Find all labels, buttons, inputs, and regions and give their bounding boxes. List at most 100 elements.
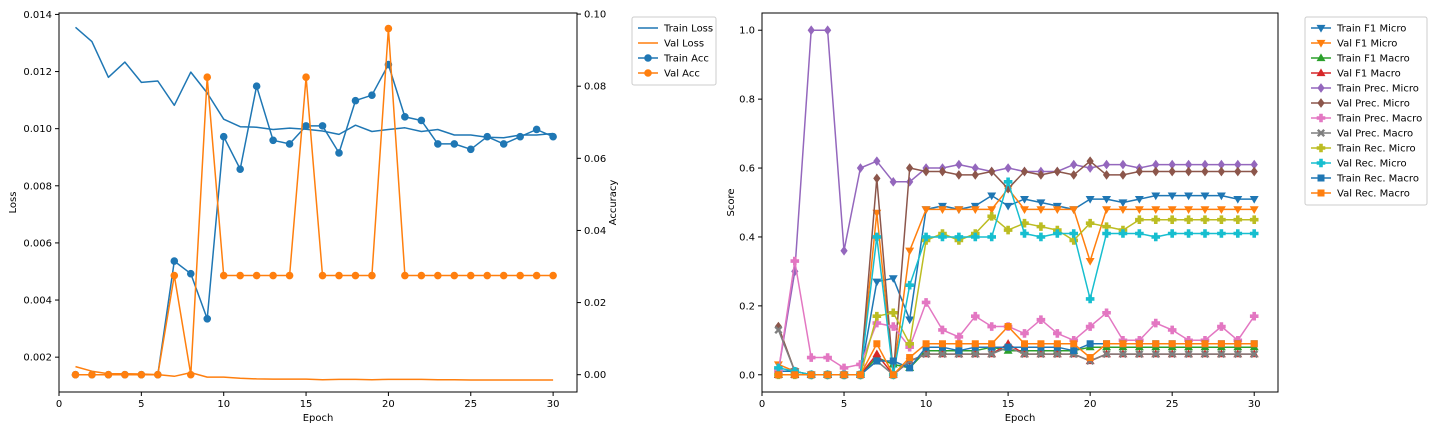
point-val-prec-macro — [1168, 350, 1177, 359]
point-train-prec-macro — [970, 311, 980, 321]
point-val-acc — [318, 271, 327, 280]
point-val-prec-macro — [1233, 350, 1242, 359]
legend-item-train-f1-macro: Train F1 Macro — [1311, 53, 1410, 65]
point-val-acc — [401, 271, 409, 280]
point-val-rec-macro — [1201, 340, 1209, 348]
loss-accuracy-chart: 0 5 10 15 20 25 30 0.002 0.004 0.006 0.008 0.010 0.… — [8, 10, 717, 424]
point-val-rec-macro — [774, 371, 782, 379]
legend-label: Train Rec. Micro — [1336, 144, 1416, 155]
x-tick-label: 25 — [464, 399, 477, 410]
point-val-rec-micro — [938, 232, 947, 242]
point-val-f1-micro — [1233, 206, 1243, 214]
point-train-acc — [351, 96, 360, 105]
point-val-prec-macro — [1036, 350, 1045, 359]
point-val-rec-micro — [1249, 229, 1259, 238]
point-val-rec-micro — [1036, 232, 1046, 242]
y-tick-label: 0.012 — [23, 67, 52, 78]
point-val-f1-micro — [1102, 206, 1112, 214]
point-val-acc — [170, 271, 179, 280]
point-val-f1-micro — [1151, 206, 1161, 214]
line-val-f1-macro — [778, 343, 1255, 376]
y2-tick-label: 0.06 — [584, 154, 606, 165]
point-val-rec-macro — [824, 371, 832, 379]
legend-marker — [1316, 68, 1326, 77]
legend-marker — [644, 69, 652, 77]
point-train-acc — [335, 149, 343, 157]
point-val-rec-micro — [1135, 229, 1144, 238]
series-val-rec-macro — [774, 323, 1258, 379]
point-val-prec-micro — [988, 166, 996, 177]
point-val-rec-macro — [1217, 340, 1225, 348]
line-val-rec-micro — [778, 181, 1255, 376]
point-val-prec-micro — [1168, 166, 1176, 177]
y2-tick-label: 0.02 — [584, 298, 606, 309]
legend-label: Val Loss — [664, 39, 704, 50]
legend-marker — [1317, 98, 1325, 108]
y2-axis-label: Accuracy — [608, 180, 619, 226]
point-val-rec-macro — [1119, 340, 1127, 348]
point-val-acc — [351, 271, 360, 280]
x-tick-label: 20 — [1084, 399, 1097, 410]
y-tick-label: 0.8 — [739, 95, 755, 106]
point-train-prec-macro — [1167, 325, 1177, 335]
point-train-rec-macro — [955, 347, 963, 355]
point-train-prec-micro — [824, 25, 832, 36]
point-val-prec-macro — [774, 325, 783, 335]
y-tick-label: 0.2 — [739, 301, 755, 312]
point-train-acc — [252, 82, 261, 91]
line-train-acc — [75, 63, 554, 376]
point-val-prec-micro — [1086, 156, 1094, 166]
point-val-prec-macro — [922, 350, 931, 359]
point-val-acc — [434, 271, 442, 280]
point-val-rec-micro — [921, 232, 931, 242]
point-val-prec-macro — [1217, 350, 1226, 359]
legend-label: Val Prec. Micro — [1337, 99, 1410, 110]
y2-tick-label: 0.08 — [584, 82, 606, 93]
point-val-rec-micro — [970, 232, 980, 242]
y2-tick-label: 0.00 — [584, 370, 606, 381]
point-val-f1-micro — [1036, 206, 1046, 214]
legend-marker — [1317, 83, 1325, 93]
point-val-f1-micro — [921, 206, 931, 214]
point-train-f1-micro — [1184, 192, 1194, 201]
point-train-acc — [434, 140, 442, 148]
point-val-acc — [335, 271, 343, 280]
point-train-prec-macro — [790, 256, 800, 266]
point-train-rec-macro — [873, 357, 881, 365]
series-train-loss — [75, 26, 554, 139]
point-train-prec-micro — [1119, 159, 1127, 170]
plot-frame-right — [761, 12, 1279, 393]
y-axis-label: Loss — [8, 192, 19, 214]
point-val-f1-micro — [905, 247, 915, 256]
point-train-prec-micro — [807, 25, 815, 36]
point-train-rec-micro — [1249, 215, 1259, 225]
point-train-rec-micro — [905, 339, 914, 349]
point-train-prec-micro — [1004, 163, 1012, 173]
point-train-acc — [236, 165, 244, 173]
point-val-rec-macro — [807, 371, 815, 379]
line-val-prec-micro — [777, 160, 1255, 376]
point-val-f1-micro — [1134, 206, 1144, 214]
line-val-loss — [75, 365, 554, 381]
point-train-acc — [483, 132, 492, 141]
point-train-rec-micro — [1200, 215, 1210, 225]
legend-item-val-loss: Val Loss — [638, 39, 704, 50]
x-axis-label: Epoch — [1005, 413, 1036, 424]
point-val-prec-micro — [1037, 170, 1045, 180]
point-val-rec-micro — [1003, 177, 1013, 187]
series-val-prec-micro — [774, 156, 1258, 380]
point-train-f1-micro — [888, 275, 898, 283]
point-val-rec-macro — [938, 340, 946, 348]
point-val-acc — [516, 271, 524, 280]
point-train-acc — [170, 257, 179, 265]
point-val-rec-micro — [1233, 229, 1243, 238]
legend-label: Val Acc — [664, 69, 700, 80]
point-train-f1-micro — [1020, 195, 1029, 204]
point-val-prec-micro — [1020, 166, 1029, 177]
point-train-prec-micro — [873, 156, 881, 166]
legend-label: Train F1 Macro — [1336, 54, 1410, 65]
y-tick-label: 0.008 — [23, 181, 52, 192]
point-train-prec-micro — [1086, 163, 1094, 173]
point-train-prec-macro — [1217, 322, 1226, 331]
